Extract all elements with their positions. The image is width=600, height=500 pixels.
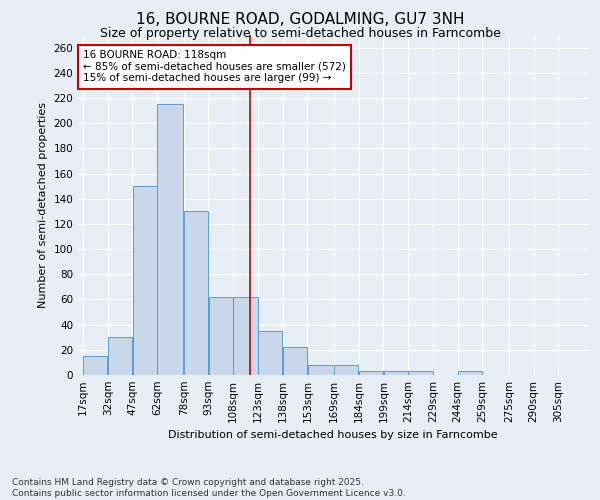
Bar	[184, 212, 208, 375]
Text: Contains HM Land Registry data © Crown copyright and database right 2025.
Contai: Contains HM Land Registry data © Crown c…	[12, 478, 406, 498]
Bar	[334, 365, 358, 375]
Bar	[308, 365, 334, 375]
Bar	[283, 348, 307, 375]
Text: Size of property relative to semi-detached houses in Farncombe: Size of property relative to semi-detach…	[100, 28, 500, 40]
Bar	[133, 186, 157, 375]
Bar	[409, 371, 433, 375]
Bar	[383, 371, 408, 375]
Bar	[359, 371, 383, 375]
Bar	[108, 337, 132, 375]
Bar	[157, 104, 184, 375]
Bar	[458, 371, 482, 375]
Y-axis label: Number of semi-detached properties: Number of semi-detached properties	[38, 102, 48, 308]
Bar	[83, 356, 107, 375]
Bar	[233, 297, 257, 375]
Bar	[209, 297, 233, 375]
Text: 16 BOURNE ROAD: 118sqm
← 85% of semi-detached houses are smaller (572)
15% of se: 16 BOURNE ROAD: 118sqm ← 85% of semi-det…	[83, 50, 346, 84]
Bar	[258, 331, 283, 375]
Text: 16, BOURNE ROAD, GODALMING, GU7 3NH: 16, BOURNE ROAD, GODALMING, GU7 3NH	[136, 12, 464, 28]
X-axis label: Distribution of semi-detached houses by size in Farncombe: Distribution of semi-detached houses by …	[168, 430, 498, 440]
